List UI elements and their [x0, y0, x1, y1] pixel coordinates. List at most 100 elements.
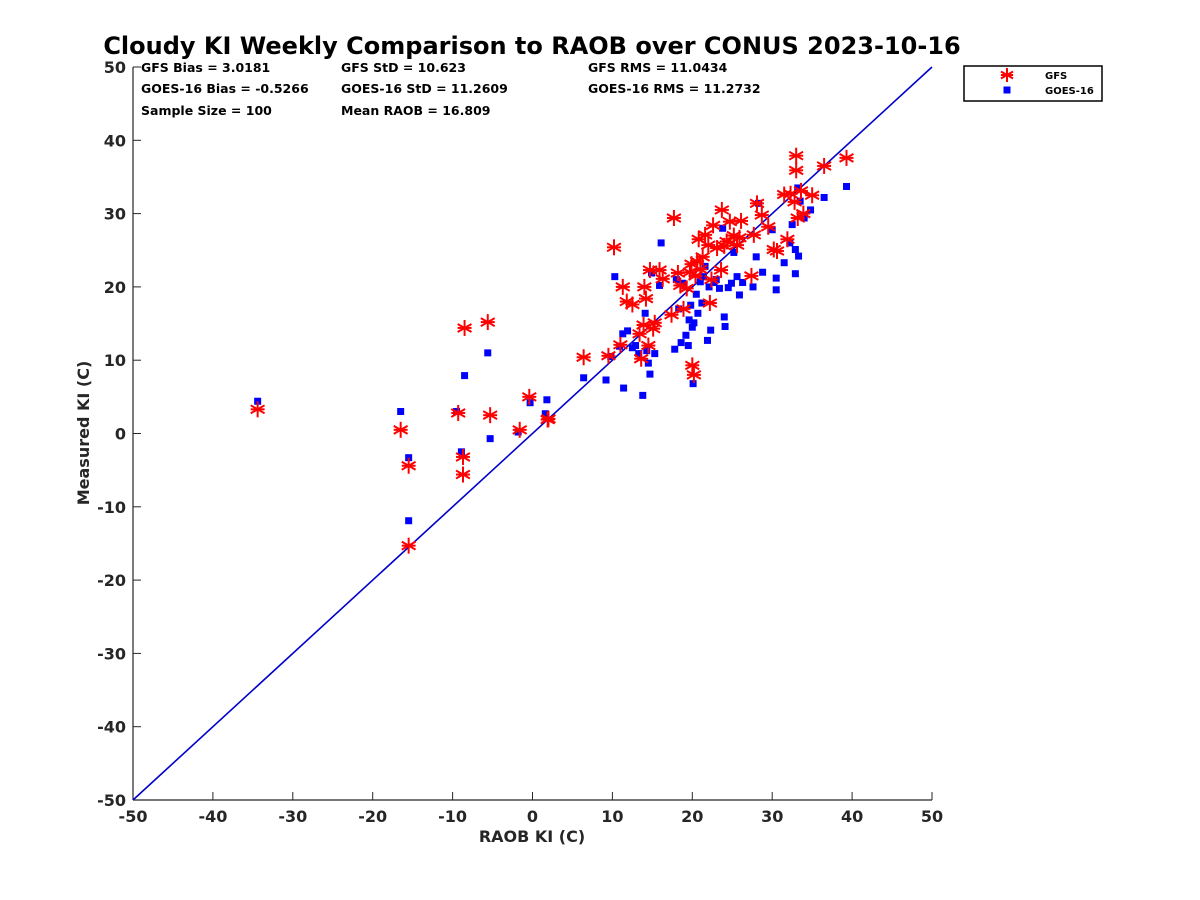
goes16-point	[705, 283, 713, 291]
goes16-point	[698, 299, 706, 307]
gfs-point	[393, 421, 409, 438]
gfs-point	[686, 366, 702, 383]
gfs-point	[795, 205, 811, 222]
goes16-point	[795, 252, 803, 260]
data-marks	[250, 147, 854, 554]
goes16-point	[514, 428, 522, 436]
goes16-point	[461, 372, 469, 380]
goes16-point	[720, 313, 728, 321]
goes16-point	[254, 397, 262, 405]
goes16-point	[788, 221, 796, 229]
gfs-point	[450, 404, 466, 421]
goes16-point	[730, 248, 738, 256]
goes16-point	[635, 350, 643, 358]
gfs-point	[612, 336, 628, 353]
legend: GFS GOES-16	[963, 65, 1103, 102]
goes16-point	[619, 330, 627, 338]
gfs-point	[401, 537, 417, 554]
gfs-point	[679, 280, 695, 297]
gfs-point	[769, 242, 785, 259]
legend-gfs-marker	[1000, 68, 1014, 82]
gfs-point	[732, 229, 747, 246]
y-tick-label: 10	[104, 351, 126, 370]
goes16-point	[707, 326, 715, 334]
goes16-point	[656, 281, 664, 289]
goes16-point	[643, 347, 651, 355]
stat-goes16-bias: GOES-16 Bias = -0.5266	[141, 81, 309, 96]
stat-goes16-std: GOES-16 StD = 11.2609	[341, 81, 508, 96]
x-tick-label: 10	[601, 807, 623, 826]
gfs-point	[633, 350, 649, 367]
y-tick-label: -30	[97, 644, 126, 663]
gfs-point	[640, 337, 656, 354]
gfs-point	[676, 300, 691, 317]
stat-gfs-bias: GFS Bias = 3.0181	[141, 60, 270, 75]
gfs-point	[647, 314, 663, 331]
goes16-point	[690, 319, 698, 327]
goes16-point	[672, 276, 680, 284]
gfs-point	[541, 410, 556, 427]
goes16-point	[772, 274, 780, 282]
gfs-point	[652, 262, 667, 279]
goes16-point	[727, 279, 735, 287]
goes16-point	[791, 270, 799, 278]
gfs-point	[787, 193, 803, 210]
goes16-point	[484, 349, 492, 357]
stat-goes16-rms: GOES-16 RMS = 11.2732	[588, 81, 761, 96]
goes16-point	[696, 278, 704, 286]
goes16-point	[639, 391, 647, 399]
x-tick-label: 20	[681, 807, 703, 826]
y-tick-label: -20	[97, 571, 126, 590]
gfs-point	[512, 421, 528, 438]
gfs-legend-symbol	[1000, 68, 1014, 82]
x-axis-label: RAOB KI (C)	[479, 827, 585, 846]
goes16-point	[759, 268, 767, 276]
goes16-point	[721, 322, 729, 330]
gfs-point	[684, 357, 700, 374]
one-to-one-line	[132, 66, 933, 801]
y-tick-label: -50	[97, 791, 126, 810]
goes16-point	[624, 327, 632, 335]
gfs-point	[600, 347, 616, 364]
chart-title: Cloudy KI Weekly Comparison to RAOB over…	[103, 32, 960, 60]
goes16-point	[749, 283, 757, 291]
y-tick-label: 40	[104, 131, 126, 150]
legend-goes16-label: GOES-16	[1045, 86, 1094, 97]
gfs-point	[615, 278, 631, 295]
gfs-point	[816, 157, 832, 174]
stats-block: GFS Bias = 3.0181 GFS StD = 10.623 GFS R…	[141, 60, 761, 118]
goes16-point	[843, 182, 851, 190]
goes16-point	[688, 323, 696, 331]
goes16-point	[820, 193, 828, 201]
gfs-point	[401, 457, 417, 474]
x-tick-label: -50	[119, 807, 148, 826]
goes16-point	[682, 331, 690, 339]
x-tick-label: -30	[278, 807, 307, 826]
goes16-point	[689, 380, 697, 388]
goes16-point	[772, 286, 780, 294]
goes16-point	[620, 384, 628, 392]
gfs-point	[839, 149, 854, 166]
goes16-point	[724, 284, 732, 292]
stat-mean-raob: Mean RAOB = 16.809	[341, 103, 490, 118]
y-axis-label: Measured KI (C)	[74, 361, 93, 506]
gfs-point	[788, 162, 804, 179]
gfs-point	[804, 187, 820, 204]
y-tick-label: 50	[104, 58, 126, 77]
goes16-point	[405, 517, 413, 525]
stat-gfs-rms: GFS RMS = 11.0434	[588, 60, 728, 75]
gfs-point	[713, 262, 729, 279]
gfs-point	[754, 207, 770, 224]
x-tick-label: 0	[527, 807, 538, 826]
y-tick-label: -10	[97, 498, 126, 517]
goes16-point	[580, 374, 588, 382]
goes16-point	[646, 370, 654, 378]
gfs-point	[576, 349, 592, 366]
stat-sample-size: Sample Size = 100	[141, 103, 272, 118]
gfs-point	[670, 264, 686, 281]
gfs-point	[743, 267, 759, 284]
goes16-point	[405, 454, 413, 462]
goes16-point	[694, 309, 702, 317]
x-tick-label: -20	[358, 807, 387, 826]
